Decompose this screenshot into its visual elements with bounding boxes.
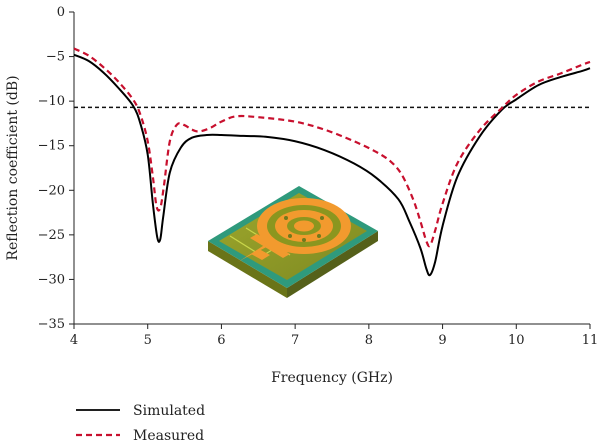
y-tick-label: 0 bbox=[57, 5, 65, 20]
legend: Simulated Measured bbox=[76, 403, 205, 444]
x-tick-label: 7 bbox=[291, 333, 299, 348]
legend-label-measured: Measured bbox=[133, 428, 204, 444]
x-tick-label: 11 bbox=[582, 333, 599, 348]
series-layer bbox=[73, 47, 591, 277]
y-tick-label: −10 bbox=[38, 94, 65, 109]
x-tick-label: 8 bbox=[365, 333, 373, 348]
x-tick-label: 4 bbox=[70, 333, 78, 348]
y-tick-label: −35 bbox=[38, 317, 65, 332]
series-measured-line bbox=[73, 47, 591, 248]
y-tick-label: −25 bbox=[38, 228, 65, 243]
x-tick-label: 6 bbox=[217, 333, 225, 348]
y-tick-label: −30 bbox=[38, 272, 65, 287]
x-tick-label: 5 bbox=[144, 333, 152, 348]
x-tick-label: 10 bbox=[508, 333, 525, 348]
antenna-illustration bbox=[208, 186, 378, 298]
y-tick-label: −5 bbox=[46, 50, 65, 65]
x-ticks: 4 5 6 7 8 9 10 11 bbox=[70, 324, 598, 348]
x-axis-title: Frequency (GHz) bbox=[271, 370, 393, 386]
y-axis-title: Reflection coefficient (dB) bbox=[5, 75, 21, 260]
legend-label-simulated: Simulated bbox=[133, 403, 205, 419]
y-tick-label: −15 bbox=[38, 139, 65, 154]
y-tick-label: −20 bbox=[38, 183, 65, 198]
series-simulated-line bbox=[73, 53, 591, 277]
y-ticks: 0 −5 −10 −15 −20 −25 −30 −35 bbox=[38, 5, 74, 332]
x-tick-label: 9 bbox=[438, 333, 446, 348]
axes-frame bbox=[73, 12, 590, 325]
